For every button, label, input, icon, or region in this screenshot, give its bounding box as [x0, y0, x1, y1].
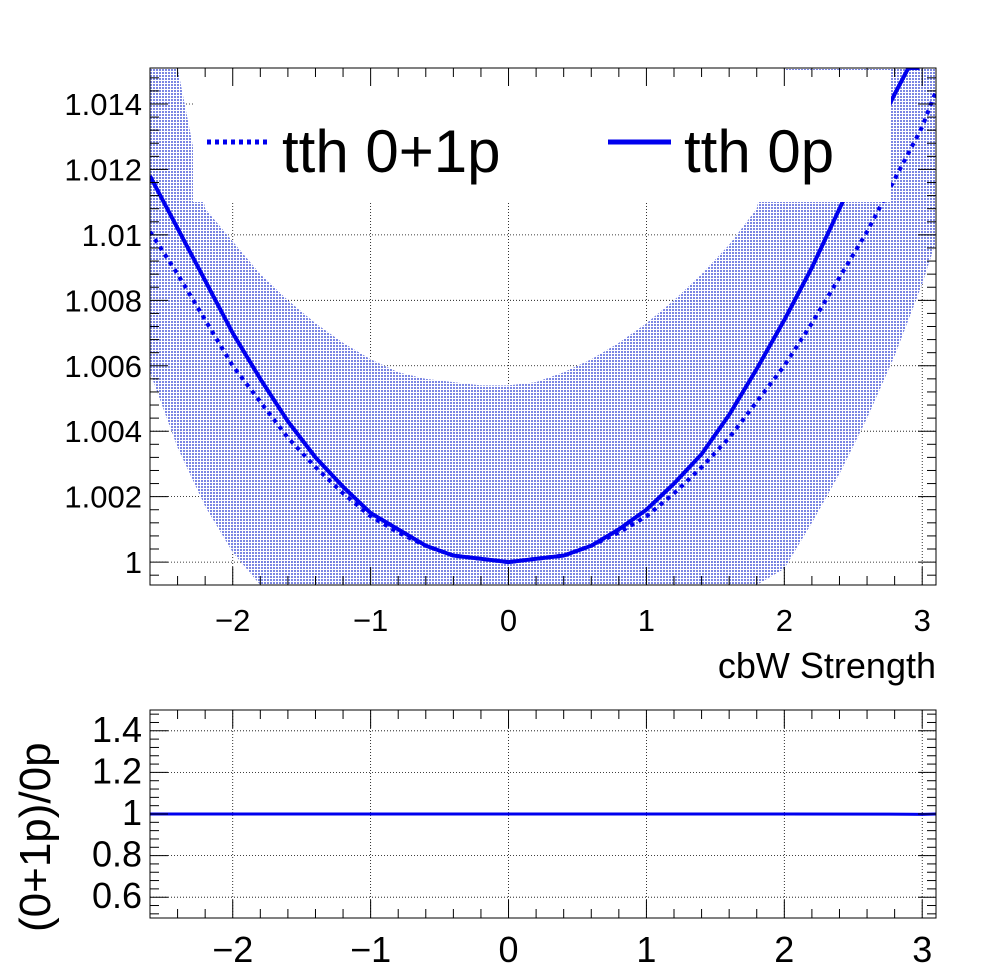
- top-tick-labels: −2 −1 0 1 2 3 1 1.002 1.004 1.006 1.008 1.01 1.012 1.…: [64, 87, 930, 638]
- y-tick-label: 1.008: [64, 283, 142, 318]
- uncertainty-band: [150, 68, 936, 585]
- top-axis-ticks: [149, 68, 936, 585]
- y-tick-label: 1.012: [64, 152, 142, 187]
- x-tick-label: 3: [912, 929, 932, 970]
- x-tick-label: −1: [353, 603, 388, 638]
- y-tick-label: 0.8: [92, 834, 142, 875]
- y-tick-label: 1.4: [92, 709, 142, 750]
- y-tick-label: 1.006: [64, 349, 142, 384]
- legend: tth 0+1p tth 0p: [193, 70, 891, 202]
- bottom-tick-labels: −2 −1 0 1 2 30.60.811.21.4: [92, 709, 932, 970]
- y-tick-label: 1.014: [64, 87, 142, 122]
- x-tick-label: 1: [636, 929, 656, 970]
- legend-label-0+1p: tth 0+1p: [282, 118, 501, 185]
- y-tick-label: 1: [122, 792, 142, 833]
- top-series-group: [150, 68, 936, 565]
- x-tick-label: −2: [212, 929, 253, 970]
- x-tick-label: 0: [500, 603, 517, 638]
- bottom-axis-ticks: [149, 710, 936, 918]
- y-tick-label: 1.01: [82, 218, 142, 253]
- x-tick-label: 2: [776, 603, 793, 638]
- x-tick-label: 0: [499, 929, 519, 970]
- series-line-tth-0p: [150, 68, 920, 565]
- x-tick-label: −1: [350, 929, 391, 970]
- y-tick-label: 1.002: [64, 480, 142, 515]
- y-tick-label: 1.2: [92, 750, 142, 791]
- y-tick-label: 1.004: [64, 414, 142, 449]
- x-tick-label: 2: [774, 929, 794, 970]
- top-x-axis-title: cbW Strength: [718, 645, 936, 686]
- bottom-panel: −2 −1 0 1 2 30.60.811.21.4 (0+1p)/0p: [11, 709, 937, 970]
- legend-box: [193, 70, 891, 202]
- x-tick-label: 3: [914, 603, 931, 638]
- x-tick-label: −2: [215, 603, 250, 638]
- y-tick-label: 0.6: [92, 875, 142, 916]
- top-panel: tth 0+1p tth 0p −2 −1 0 1 2 3 1 1.002 1.004 1.006…: [64, 67, 937, 686]
- x-tick-label: 1: [638, 603, 655, 638]
- bottom-y-axis-title: (0+1p)/0p: [11, 742, 60, 932]
- legend-label-0p: tth 0p: [684, 118, 834, 185]
- y-tick-label: 1: [125, 545, 142, 580]
- uncertainty-band-group: [150, 68, 936, 585]
